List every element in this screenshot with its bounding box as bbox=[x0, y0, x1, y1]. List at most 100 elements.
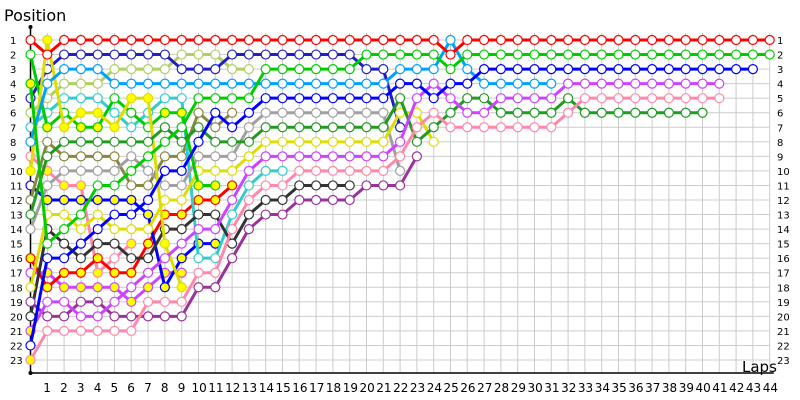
lap-marker bbox=[25, 354, 36, 366]
lap-marker bbox=[176, 49, 187, 60]
lap-marker bbox=[445, 34, 456, 46]
x-tick-label: 24 bbox=[427, 381, 442, 395]
x-tick-label: 30 bbox=[528, 381, 543, 395]
lap-marker bbox=[512, 49, 523, 60]
y-tick-label-left: 8 bbox=[10, 138, 16, 149]
lap-marker bbox=[210, 223, 221, 235]
lap-marker bbox=[277, 209, 288, 220]
lap-marker bbox=[327, 194, 338, 206]
lap-marker bbox=[428, 136, 439, 147]
x-tick-label: 17 bbox=[309, 381, 324, 395]
x-tick-label: 32 bbox=[561, 381, 576, 395]
x-tick-label: 12 bbox=[225, 381, 240, 395]
lap-marker bbox=[562, 78, 574, 89]
lap-marker bbox=[42, 296, 53, 307]
lap-marker bbox=[462, 49, 473, 60]
lap-marker bbox=[25, 253, 36, 264]
lap-marker bbox=[294, 122, 305, 133]
y-tick-label-right: 13 bbox=[777, 211, 790, 222]
lap-marker bbox=[126, 311, 137, 322]
x-tick-label: 26 bbox=[460, 381, 475, 395]
lap-marker bbox=[243, 223, 254, 235]
lap-marker bbox=[227, 63, 238, 75]
lap-marker bbox=[193, 194, 204, 206]
lap-marker bbox=[210, 107, 221, 118]
lap-marker bbox=[395, 151, 406, 162]
lap-marker bbox=[361, 63, 372, 75]
lap-marker bbox=[58, 238, 70, 249]
lap-marker bbox=[479, 78, 490, 89]
lap-marker bbox=[495, 63, 506, 75]
lap-marker bbox=[109, 107, 120, 118]
lap-marker bbox=[126, 296, 137, 307]
lap-marker bbox=[75, 238, 87, 249]
lap-marker bbox=[25, 296, 36, 307]
lap-marker bbox=[176, 78, 187, 89]
y-tick-label-left: 6 bbox=[10, 109, 16, 120]
lap-marker bbox=[75, 136, 87, 147]
lap-marker bbox=[126, 180, 137, 191]
lap-marker bbox=[143, 238, 154, 249]
lap-marker bbox=[143, 49, 154, 60]
series-6 bbox=[25, 93, 288, 264]
x-tick-label: 14 bbox=[259, 381, 274, 395]
lap-marker bbox=[58, 78, 70, 89]
lap-marker bbox=[25, 209, 36, 220]
lap-marker bbox=[260, 165, 271, 177]
lap-marker bbox=[663, 34, 675, 46]
lap-marker bbox=[210, 122, 221, 133]
lap-marker bbox=[58, 209, 70, 220]
y-tick-label-right: 12 bbox=[777, 196, 790, 207]
lap-marker bbox=[378, 34, 389, 46]
lap-marker bbox=[243, 136, 254, 147]
lap-marker bbox=[109, 49, 120, 60]
lap-marker bbox=[646, 107, 658, 118]
lap-marker bbox=[143, 194, 154, 206]
x-tick-label: 13 bbox=[242, 381, 257, 395]
lap-marker bbox=[126, 49, 137, 60]
y-tick-label-left: 5 bbox=[10, 94, 16, 105]
y-axis-label: Position bbox=[4, 6, 66, 25]
x-tick-label: 35 bbox=[612, 381, 627, 395]
lap-marker bbox=[596, 63, 607, 75]
lap-marker bbox=[159, 78, 170, 89]
lap-marker bbox=[327, 107, 338, 118]
lap-marker bbox=[277, 122, 288, 133]
lap-marker bbox=[378, 93, 389, 104]
lap-marker bbox=[311, 107, 322, 118]
lap-marker bbox=[747, 49, 759, 60]
lap-marker bbox=[42, 122, 53, 133]
series-14 bbox=[25, 93, 708, 220]
lap-marker bbox=[92, 63, 103, 75]
lap-marker bbox=[260, 194, 271, 206]
lap-marker bbox=[109, 63, 120, 75]
lap-marker bbox=[92, 78, 103, 89]
lap-marker bbox=[75, 311, 87, 322]
lap-marker bbox=[42, 253, 53, 264]
x-tick-label: 40 bbox=[696, 381, 711, 395]
lap-marker bbox=[512, 93, 523, 104]
lap-marker bbox=[529, 63, 540, 75]
y-tick-label-right: 1 bbox=[777, 36, 783, 47]
lap-marker bbox=[227, 223, 238, 235]
lap-marker bbox=[193, 122, 204, 133]
lap-marker bbox=[58, 282, 70, 293]
lap-marker bbox=[143, 78, 154, 89]
lap-marker bbox=[227, 34, 238, 46]
lap-marker bbox=[159, 311, 170, 322]
lap-marker bbox=[411, 151, 422, 162]
x-tick-label: 15 bbox=[276, 381, 291, 395]
lap-marker bbox=[143, 136, 154, 147]
lap-marker bbox=[378, 151, 389, 162]
lap-marker bbox=[562, 49, 574, 60]
lap-marker bbox=[58, 136, 70, 147]
lap-marker bbox=[210, 165, 221, 177]
series-16 bbox=[25, 78, 725, 337]
lap-marker bbox=[92, 49, 103, 60]
lap-marker bbox=[327, 63, 338, 75]
lap-marker bbox=[227, 209, 238, 220]
lap-marker bbox=[92, 311, 103, 322]
lap-marker bbox=[75, 209, 87, 220]
lap-marker bbox=[159, 136, 170, 147]
